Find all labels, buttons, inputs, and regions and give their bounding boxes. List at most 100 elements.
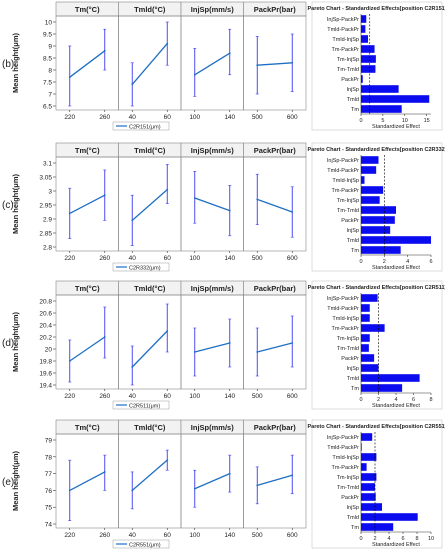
y-tick-label: 2.95: [39, 203, 52, 210]
pareto-bar: [361, 384, 403, 392]
series-line: [194, 473, 231, 490]
pareto-bar: [361, 443, 362, 451]
panel-title: PackPr(bar): [254, 284, 297, 293]
pareto-category-label: InjSp: [346, 505, 359, 511]
panel-title: InjSp(mm/s): [191, 284, 234, 293]
panel-title: Tmld(°C): [134, 5, 166, 14]
pareto-category-label: Tmld: [347, 97, 359, 103]
pareto-x-tick-label: 0: [359, 397, 362, 403]
pareto-x-tick-label: 0: [359, 536, 362, 542]
pareto-category-label: InjSp: [346, 228, 359, 234]
x-tick-label: 60: [164, 114, 172, 121]
series-line: [194, 52, 231, 76]
pareto-bar: [361, 523, 394, 531]
x-tick-label: 220: [64, 393, 75, 400]
pareto-category-label: PackPr: [341, 356, 359, 362]
y-tick-label: 8.5: [43, 56, 52, 63]
panel-title: InjSp(mm/s): [191, 423, 234, 432]
x-tick-label: 60: [164, 255, 172, 262]
x-tick-label: 60: [164, 393, 172, 400]
y-tick-label: 20.2: [39, 335, 52, 342]
pareto-category-label: Tm-InjSp: [337, 198, 359, 204]
y-tick-label: 7: [48, 92, 52, 99]
x-tick-label: 40: [129, 114, 137, 121]
series-line: [257, 62, 293, 66]
y-tick-label: 9.5: [43, 32, 52, 39]
pareto-x-tick-label: 8: [429, 397, 432, 403]
pareto-bar: [361, 176, 365, 184]
pareto-x-tick-label: 2: [373, 536, 376, 542]
series-line: [257, 342, 293, 353]
pareto-bar: [361, 433, 373, 441]
legend-label: C2R332(μm): [129, 265, 161, 271]
pareto-x-tick-label: 4: [387, 536, 390, 542]
y-tick-label: 20: [45, 347, 53, 354]
y-tick-label: 9: [48, 44, 52, 51]
x-tick-label: 260: [99, 255, 110, 262]
pareto-x-tick-label: 0: [359, 259, 362, 265]
pareto-category-label: Tm-PackPr: [332, 47, 360, 53]
pareto-bar: [361, 75, 363, 83]
pareto-bar: [361, 35, 368, 43]
pareto-category-label: Tm-Tmld: [337, 485, 359, 491]
pareto-title: Pareto Chart - Standardized Effects[posi…: [308, 285, 445, 291]
x-tick-label: 260: [99, 393, 110, 400]
x-tick-label: 140: [224, 255, 235, 262]
y-tick-label: 3.1: [43, 161, 52, 168]
pareto-category-label: Tmld: [347, 376, 359, 382]
y-tick-label: 2.9: [43, 217, 52, 224]
y-tick-label: 76: [45, 488, 53, 495]
y-axis-label: Mean height(μm): [11, 312, 20, 373]
y-tick-label: 3: [48, 189, 52, 196]
pareto-category-label: Tmld-InjSp: [332, 316, 359, 322]
panel-frame: [118, 15, 182, 111]
pareto-bar: [361, 503, 382, 511]
pareto-bar: [361, 206, 396, 214]
pareto-category-label: Tmld-PackPr: [327, 445, 359, 451]
pareto-x-tick-label: 8: [415, 536, 418, 542]
pareto-bar: [361, 65, 376, 73]
x-tick-label: 220: [64, 532, 75, 539]
x-tick-label: 100: [189, 532, 200, 539]
pareto-category-label: Tm: [351, 386, 359, 392]
x-tick-label: 100: [189, 255, 200, 262]
series-line: [69, 336, 106, 362]
y-tick-label: 19.4: [39, 383, 52, 390]
pareto-category-label: InjSp-PackPr: [327, 296, 359, 302]
pareto-x-axis-label: Standardized Effect: [372, 403, 420, 409]
legend-label: C2R551(μm): [129, 542, 161, 548]
y-tick-label: 7.5: [43, 80, 52, 87]
pareto-bar: [361, 236, 431, 244]
pareto-x-tick-label: 6: [401, 536, 404, 542]
legend-box: [112, 539, 170, 549]
series-line: [131, 459, 168, 491]
pareto-bar: [361, 304, 370, 312]
panel-title: Tmld(°C): [134, 423, 166, 432]
panel-frame: [180, 15, 244, 111]
y-tick-label: 20.6: [39, 311, 52, 318]
pareto-bar: [361, 15, 367, 23]
series-line: [131, 189, 168, 221]
x-tick-label: 220: [64, 255, 75, 262]
pareto-category-label: Tm: [351, 107, 359, 113]
pareto-bar: [361, 294, 378, 302]
pareto-x-tick-label: 6: [429, 259, 432, 265]
pareto-category-label: Tm-Tmld: [337, 346, 359, 352]
panel-frame: [55, 294, 119, 390]
row-label: (d): [2, 338, 14, 349]
panel-frame: [243, 156, 307, 252]
pareto-x-tick-label: 10: [428, 536, 434, 542]
x-tick-label: 100: [189, 114, 200, 121]
y-tick-label: 74: [45, 522, 53, 529]
pareto-category-label: Tm-PackPr: [332, 326, 360, 332]
pareto-title: Pareto Chart - Standardized Effects[posi…: [307, 6, 445, 12]
pareto-category-label: InjSp-PackPr: [327, 158, 359, 164]
panel-frame: [180, 294, 244, 390]
pareto-title: Pareto Chart - Standardized Effects[posi…: [307, 147, 445, 153]
y-tick-label: 2.85: [39, 231, 52, 238]
series-line: [194, 197, 230, 212]
y-tick-label: 3.05: [39, 175, 52, 182]
x-tick-label: 500: [252, 114, 263, 121]
